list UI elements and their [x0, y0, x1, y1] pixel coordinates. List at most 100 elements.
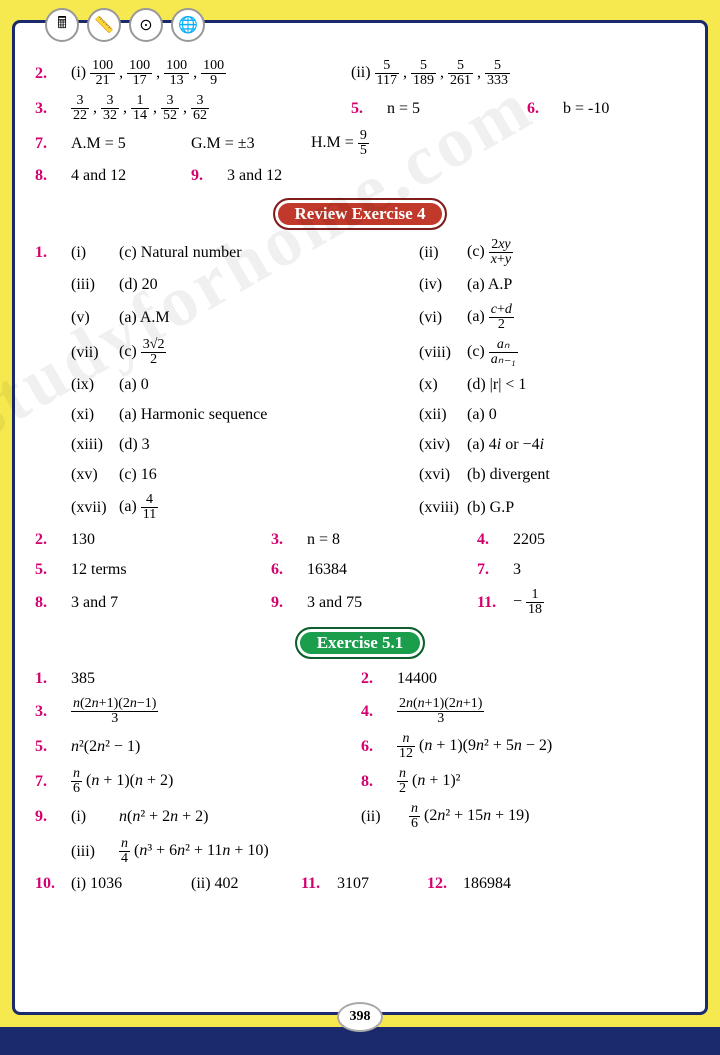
qnum: 5. — [35, 558, 71, 582]
qnum: 4. — [477, 528, 513, 552]
qnum: 3. — [271, 528, 307, 552]
roman: (viii) — [419, 341, 467, 365]
heading-review4: Review Exercise 4 — [35, 198, 685, 230]
ans: (a) c+d2 — [467, 303, 514, 332]
roman: (iv) — [419, 273, 467, 297]
ans: 3 and 75 — [307, 591, 477, 615]
roman: (xvi) — [419, 463, 467, 487]
ans: 3 and 7 — [71, 591, 271, 615]
ans-5: n = 5 — [387, 97, 527, 121]
ans-3: 322 , 332 , 114 , 352 , 362 — [71, 94, 351, 123]
qnum: 6. — [361, 735, 397, 759]
ans-7a: A.M = 5 — [71, 132, 191, 156]
ans: (a) 4i or −4i — [467, 433, 544, 457]
ans: − 118 — [513, 588, 544, 617]
ans: n6 (n + 1)(n + 2) — [71, 767, 361, 796]
qnum: 9. — [271, 591, 307, 615]
answer-line: 8. 4 and 12 9. 3 and 12 — [35, 164, 685, 188]
roman: (ii) — [361, 805, 409, 829]
ans: 16384 — [307, 558, 477, 582]
ans: 2n(n+1)(2n+1)3 — [397, 697, 484, 726]
answer-line: 2.130 3.n = 8 4.2205 — [35, 528, 685, 552]
ans: (d) |r| < 1 — [467, 373, 526, 397]
qnum: 6. — [527, 97, 563, 121]
qnum: 9. — [35, 805, 71, 829]
ans: (a) 0 — [467, 403, 497, 427]
qnum: 3. — [35, 97, 71, 121]
ans: (c) aₙaₙ₋₁ — [467, 338, 518, 367]
ans: 130 — [71, 528, 271, 552]
ans: 14400 — [397, 667, 437, 691]
answer-line: 5.12 terms 6.16384 7.3 — [35, 558, 685, 582]
ans-9: 3 and 12 — [227, 164, 282, 188]
ans: 3107 — [337, 872, 427, 896]
qnum: 4. — [361, 700, 397, 724]
ans: (d) 3 — [119, 433, 419, 457]
answer-line: (iii)n4 (n³ + 6n² + 11n + 10) — [35, 837, 685, 866]
answer-line: 5.n²(2n² − 1) 6.n12 (n + 1)(9n² + 5n − 2… — [35, 732, 685, 761]
answer-line: (ix)(a) 0 (x)(d) |r| < 1 — [35, 373, 685, 397]
answer-line: 9. (i)n(n² + 2n + 2) (ii)n6 (2n² + 15n +… — [35, 802, 685, 831]
answer-line: (xv)(c) 16 (xvi)(b) divergent — [35, 463, 685, 487]
heading-ex51: Exercise 5.1 — [35, 627, 685, 659]
ans: (c) 3√22 — [119, 338, 419, 367]
answer-line: (xvii)(a) 411 (xviii)(b) G.P — [35, 493, 685, 522]
ans-2ii: (ii) 5117 , 5189 , 5261 , 5333 — [351, 59, 510, 88]
qnum: 8. — [35, 591, 71, 615]
qnum: 1. — [35, 241, 71, 265]
ans: 186984 — [463, 872, 511, 896]
qnum: 11. — [477, 591, 513, 615]
roman: (xi) — [71, 403, 119, 427]
ans: (a) 0 — [119, 373, 419, 397]
pill-ex51: Exercise 5.1 — [295, 627, 426, 659]
ans: (b) G.P — [467, 496, 514, 520]
roman: (xii) — [419, 403, 467, 427]
qnum: 7. — [35, 132, 71, 156]
roman: (ii) — [419, 241, 467, 265]
qnum: 7. — [477, 558, 513, 582]
qnum: 2. — [35, 528, 71, 552]
ans: (a) Harmonic sequence — [119, 403, 419, 427]
qnum: 5. — [35, 735, 71, 759]
roman: (i) — [71, 241, 119, 265]
ans: n(2n+1)(2n−1)3 — [71, 697, 361, 726]
qnum: 8. — [361, 770, 397, 794]
qnum: 8. — [35, 164, 71, 188]
qnum: 11. — [301, 872, 337, 896]
roman: (ix) — [71, 373, 119, 397]
qnum: 9. — [191, 164, 227, 188]
ans-7c: H.M = 95 — [311, 129, 369, 158]
answer-line: (xiii)(d) 3 (xiv)(a) 4i or −4i — [35, 433, 685, 457]
qnum: 5. — [351, 97, 387, 121]
qnum: 2. — [35, 62, 71, 86]
ans: n(n² + 2n + 2) — [119, 805, 361, 829]
compass-icon: ⊙ — [129, 8, 163, 42]
roman: (iii) — [71, 273, 119, 297]
answer-line: 7.n6 (n + 1)(n + 2) 8.n2 (n + 1)² — [35, 767, 685, 796]
ans: n4 (n³ + 6n² + 11n + 10) — [119, 837, 269, 866]
ans: (a) A.P — [467, 273, 512, 297]
qnum: 12. — [427, 872, 463, 896]
answer-line: 3.n(2n+1)(2n−1)3 4.2n(n+1)(2n+1)3 — [35, 697, 685, 726]
qnum: 2. — [361, 667, 397, 691]
roman: (v) — [71, 306, 119, 330]
roman: (x) — [419, 373, 467, 397]
ans: 12 terms — [71, 558, 271, 582]
qnum: 6. — [271, 558, 307, 582]
answer-line: 1.385 2.14400 — [35, 667, 685, 691]
roman: (xiii) — [71, 433, 119, 457]
calculator-icon: 🖩 — [45, 8, 79, 42]
top-icon-strip: 🖩 📏 ⊙ 🌐 — [45, 8, 205, 42]
ans: (c) 16 — [119, 463, 419, 487]
answer-line: 7. A.M = 5 G.M = ±3 H.M = 95 — [35, 129, 685, 158]
answer-line: 2. (i) 10021 , 10017 , 10013 , 1009 (ii)… — [35, 59, 685, 88]
answer-line: (iii)(d) 20 (iv)(a) A.P — [35, 273, 685, 297]
roman: (vi) — [419, 306, 467, 330]
page-frame: 🖩 📏 ⊙ 🌐 studyforhome.com 2. (i) 10021 , … — [12, 20, 708, 1015]
answer-line: (v)(a) A.M (vi)(a) c+d2 — [35, 303, 685, 332]
ans: n6 (2n² + 15n + 19) — [409, 802, 530, 831]
ans: (d) 20 — [119, 273, 419, 297]
roman: (xiv) — [419, 433, 467, 457]
ans: 2205 — [513, 528, 545, 552]
roman: (xvii) — [71, 496, 119, 520]
